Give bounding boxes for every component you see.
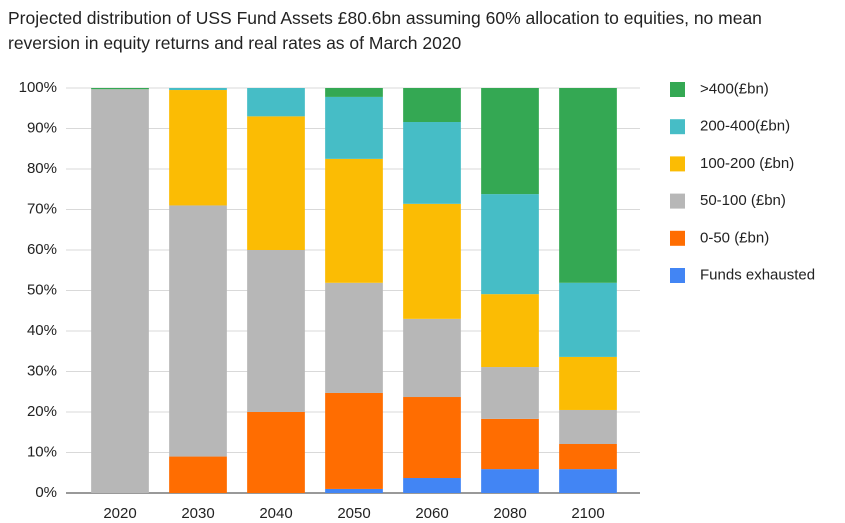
- x-tick-label: 2080: [493, 505, 526, 522]
- chart-title: Projected distribution of USS Fund Asset…: [8, 8, 762, 53]
- x-tick-label: 2020: [103, 505, 136, 522]
- bar-segment: [325, 88, 383, 97]
- legend-label: 200-400(£bn): [700, 118, 790, 135]
- bar-segment: [247, 116, 305, 250]
- bar-segment: [403, 397, 461, 479]
- x-tick-label: 2100: [571, 505, 604, 522]
- bar-segment: [403, 122, 461, 204]
- legend-swatch: [670, 193, 685, 209]
- bar-segment: [481, 418, 539, 470]
- x-tick-label: 2040: [259, 505, 292, 522]
- bar-segment: [169, 88, 227, 91]
- bar-segment: [481, 294, 539, 368]
- legend-swatch: [670, 82, 685, 97]
- y-tick-label: 0%: [35, 484, 57, 501]
- y-tick-label: 90%: [27, 119, 57, 136]
- y-tick-label: 20%: [27, 403, 57, 420]
- bar-segment: [403, 203, 461, 319]
- legend-label: Funds exhausted: [700, 266, 815, 283]
- bar-segment: [481, 469, 539, 493]
- x-tick-label: 2060: [415, 505, 448, 522]
- legend-label: >400(£bn): [700, 80, 769, 97]
- legend-label: 100-200 (£bn): [700, 155, 794, 172]
- x-tick-label: 2050: [337, 505, 370, 522]
- bar-segment: [169, 456, 227, 493]
- x-tick-label: 2030: [181, 505, 214, 522]
- y-tick-label: 70%: [27, 200, 57, 217]
- bar-segment: [481, 194, 539, 295]
- bar-segment: [247, 88, 305, 117]
- y-tick-label: 60%: [27, 241, 57, 258]
- legend-swatch: [670, 119, 685, 135]
- bar-segment: [169, 90, 227, 206]
- bar-segment: [559, 469, 617, 493]
- bar-segment: [559, 282, 617, 357]
- legend-label: 50-100 (£bn): [700, 192, 786, 209]
- bar-segment: [403, 318, 461, 398]
- bar-segment: [481, 88, 539, 195]
- bar-segment: [559, 356, 617, 410]
- y-tick-label: 50%: [27, 281, 57, 298]
- bar-segment: [481, 367, 539, 419]
- y-tick-label: 40%: [27, 322, 57, 339]
- legend-swatch: [670, 156, 685, 172]
- legend-swatch: [670, 230, 685, 246]
- y-tick-label: 100%: [19, 79, 57, 96]
- y-tick-label: 30%: [27, 362, 57, 379]
- bar-segment: [403, 478, 461, 493]
- bar-segment: [91, 89, 149, 493]
- bar-segment: [325, 96, 383, 159]
- bar-segment: [169, 205, 227, 457]
- bar-segment: [91, 88, 149, 90]
- bar-segment: [325, 392, 383, 489]
- bar-segment: [247, 250, 305, 412]
- bar-segment: [559, 409, 617, 444]
- bar-segment: [325, 158, 383, 283]
- y-tick-label: 80%: [27, 160, 57, 177]
- bar-segment: [325, 488, 383, 493]
- bar-segment: [325, 282, 383, 393]
- bar-segment: [403, 88, 461, 123]
- bar-segment: [559, 443, 617, 470]
- legend-swatch: [670, 268, 685, 283]
- bar-segment: [559, 88, 617, 283]
- bar-segment: [247, 412, 305, 493]
- legend-label: 0-50 (£bn): [700, 229, 769, 246]
- y-tick-label: 10%: [27, 443, 57, 460]
